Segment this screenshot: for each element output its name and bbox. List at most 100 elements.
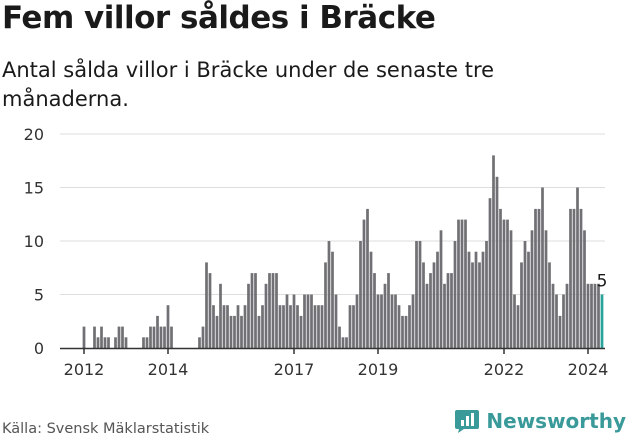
- bar: [212, 305, 215, 348]
- y-tick-label: 5: [34, 286, 44, 305]
- source-note: Källa: Svensk Mäklarstatistik: [2, 421, 210, 437]
- bar: [516, 305, 520, 348]
- bar: [166, 305, 170, 348]
- bar: [530, 230, 534, 348]
- bar: [415, 241, 418, 348]
- bar: [439, 230, 443, 348]
- bar: [562, 294, 565, 348]
- bar: [124, 337, 128, 348]
- bar: [572, 208, 576, 348]
- bar: [586, 283, 590, 348]
- bar: [142, 337, 145, 348]
- bar: [569, 208, 572, 348]
- bar: [117, 326, 121, 348]
- bar: [107, 337, 110, 348]
- bar: [576, 187, 579, 348]
- bar: [534, 208, 537, 348]
- bar: [390, 294, 394, 348]
- bar: [327, 241, 331, 348]
- bar: [331, 251, 334, 348]
- bar: [247, 283, 250, 348]
- brand-name: Newsworthy: [486, 409, 626, 433]
- bar: [205, 262, 208, 348]
- bar: [359, 241, 362, 348]
- bar: [170, 326, 173, 348]
- bar: [394, 294, 397, 348]
- bar: [551, 283, 555, 348]
- bar: [299, 315, 303, 348]
- bar: [152, 326, 156, 348]
- bar: [229, 315, 233, 348]
- bar: [579, 208, 583, 348]
- y-tick-label: 0: [34, 339, 44, 358]
- bar: [436, 251, 439, 348]
- bar: [464, 219, 467, 348]
- bar: [460, 219, 464, 348]
- x-tick-label: 2024: [568, 360, 609, 379]
- bar: [278, 305, 282, 348]
- x-tick-label: 2012: [64, 360, 105, 379]
- bar: [467, 251, 471, 348]
- bar: [453, 241, 457, 348]
- bar: [474, 251, 478, 348]
- bar: [593, 283, 597, 348]
- bar: [411, 294, 415, 348]
- bar: [558, 315, 562, 348]
- bar: [555, 294, 558, 348]
- bar: [425, 283, 429, 348]
- bar: [222, 305, 226, 348]
- bar: [240, 315, 243, 348]
- bar: [324, 262, 327, 348]
- bar: [334, 294, 338, 348]
- bar: [317, 305, 320, 348]
- bar: [320, 305, 324, 348]
- bar: [583, 230, 586, 348]
- x-tick-label: 2022: [484, 360, 525, 379]
- bar: [243, 305, 247, 348]
- bar: [383, 283, 387, 348]
- bar: [233, 315, 236, 348]
- bar: [275, 273, 278, 348]
- bar: [541, 187, 544, 348]
- bar: [443, 283, 446, 348]
- bar: [145, 337, 149, 348]
- bar: [348, 305, 352, 348]
- bar: [303, 294, 306, 348]
- bar: [509, 230, 513, 348]
- bar: [215, 315, 219, 348]
- bar: [481, 251, 485, 348]
- bar: [499, 208, 502, 348]
- bar: [362, 219, 366, 348]
- y-tick-label: 10: [24, 232, 44, 251]
- bar: [96, 337, 100, 348]
- bar: [306, 294, 310, 348]
- bar: [93, 326, 96, 348]
- bar: [495, 176, 499, 348]
- bar: [310, 294, 313, 348]
- bar: [376, 294, 380, 348]
- bar: [408, 305, 411, 348]
- bar: [159, 326, 163, 348]
- bar: [544, 230, 548, 348]
- bar: [313, 305, 317, 348]
- bar: [446, 273, 450, 348]
- bar: [289, 305, 292, 348]
- bar: [261, 305, 264, 348]
- bar-chart: 0 5 10 15 20 2012 2014 2017 2019 2022 2024 5: [24, 125, 609, 379]
- bar: [404, 315, 408, 348]
- bar: [537, 208, 541, 348]
- x-tick-label: 2017: [274, 360, 315, 379]
- bar: [254, 273, 257, 348]
- chart-subtitle: Antal sålda villor i Bräcke under de sen…: [2, 58, 495, 111]
- bar: [520, 262, 523, 348]
- bar: [257, 315, 261, 348]
- bar: [282, 305, 285, 348]
- bar: [264, 283, 268, 348]
- bar: [352, 305, 355, 348]
- bar: [219, 283, 222, 348]
- bar: [285, 294, 289, 348]
- bar: [597, 283, 600, 348]
- bar: [103, 337, 107, 348]
- y-tick-label: 20: [24, 125, 44, 144]
- bar: [590, 283, 593, 348]
